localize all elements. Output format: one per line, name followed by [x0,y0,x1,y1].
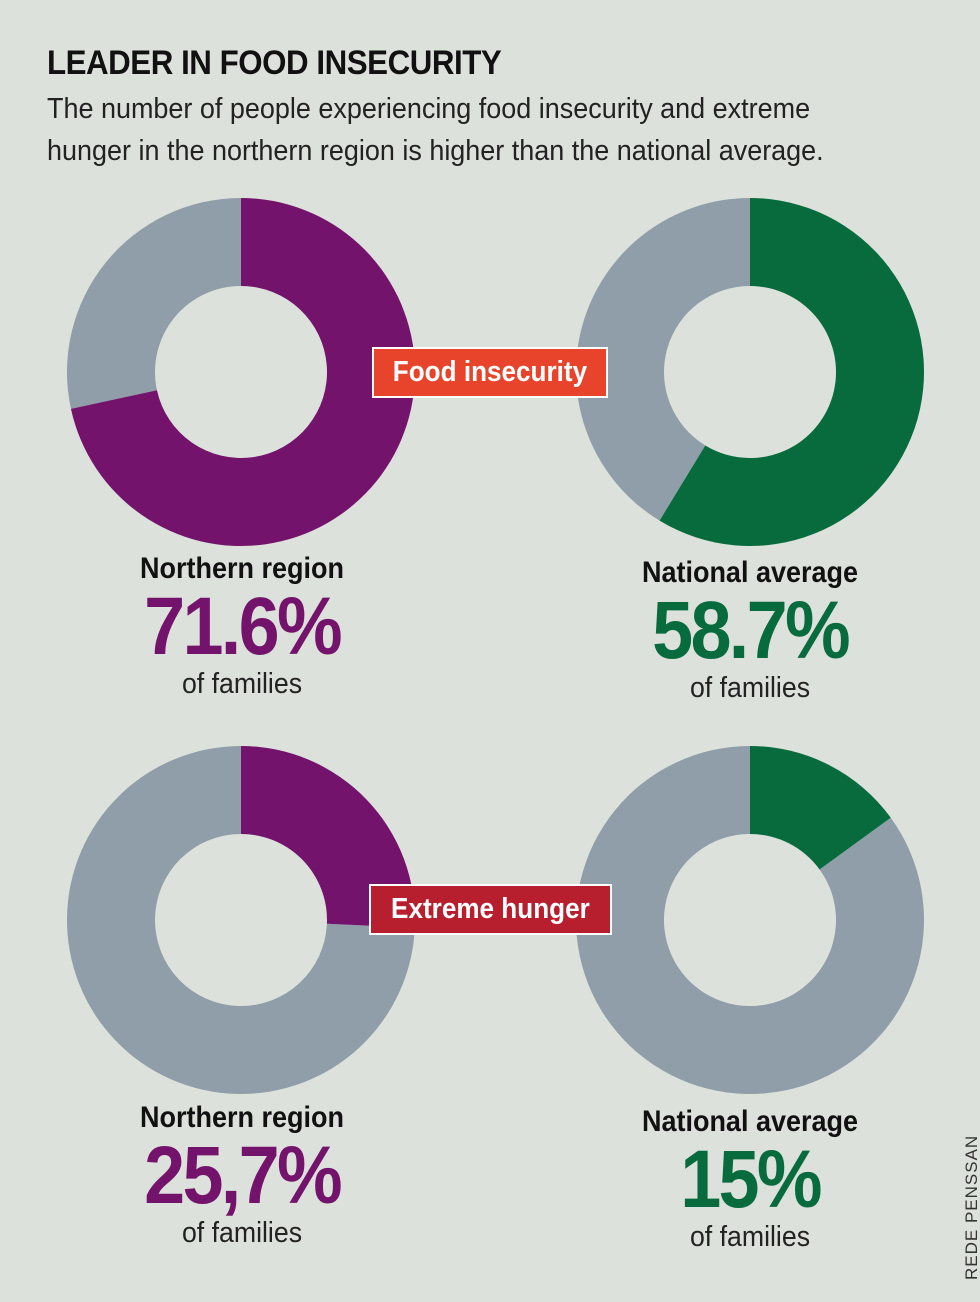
hunger-national-unit: of families [689,1221,811,1253]
food-northern-label: Northern region 71.6% of families [62,552,422,701]
hunger-northern-unit: of families [181,1217,303,1249]
extreme-hunger-badge: Extreme hunger [369,884,612,935]
hunger-northern-name: Northern region [139,1101,344,1134]
food-northern-remainder-slice [66,198,241,409]
food-northern-name: Northern region [139,552,344,585]
hunger-northern-remainder-slice [66,746,415,1094]
food-northern-value-slice [70,198,415,546]
hunger-national-value: 15% [680,1134,822,1225]
food-national-label: National average 58.7% of families [570,556,930,705]
page-title: LEADER IN FOOD INSECURITY [47,44,502,82]
food-national-value: 58.7% [652,585,850,676]
food-national-name: National average [641,556,859,589]
hunger-national-value-slice [750,746,891,870]
hunger-national-remainder-slice [575,746,924,1094]
food-insecurity-badge: Food insecurity [372,347,608,398]
food-national-unit: of families [689,672,811,704]
food-national-remainder-slice [575,198,750,521]
food-northern-value: 71.6% [144,581,342,672]
hunger-northern-value-slice [241,746,415,928]
hunger-northern-label: Northern region 25,7% of families [62,1101,422,1250]
hunger-national-label: National average 15% of families [570,1105,930,1254]
food-insecurity-badge-label: Food insecurity [392,356,588,388]
extreme-hunger-badge-label: Extreme hunger [391,893,590,925]
hunger-northern-value: 25,7% [144,1130,342,1221]
food-national-value-slice [659,198,924,546]
source-credit: REDE PENSSAN [962,1134,980,1280]
food-northern-unit: of families [181,668,303,700]
page-subtitle: The number of people experiencing food i… [47,93,824,167]
hunger-national-name: National average [641,1105,859,1138]
